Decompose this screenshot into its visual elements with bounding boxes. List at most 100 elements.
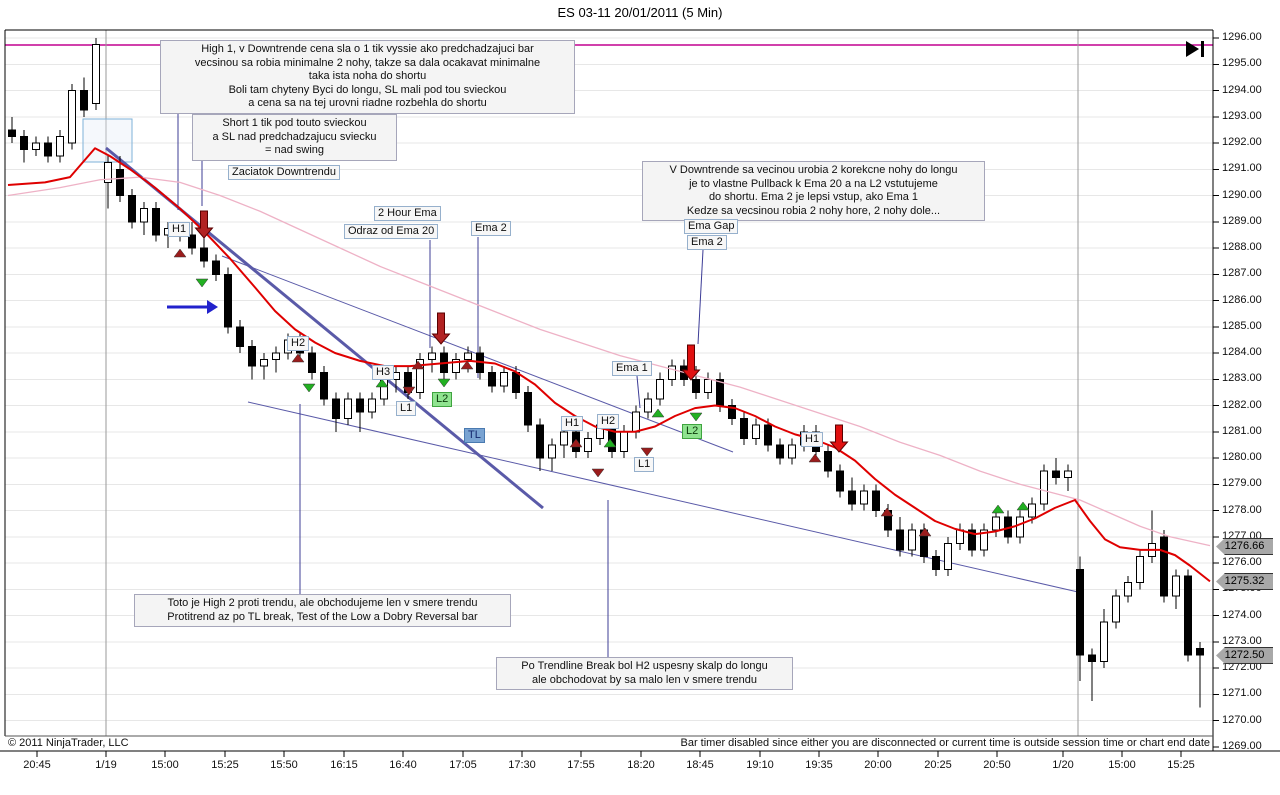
- time-axis-label: 19:10: [746, 759, 774, 771]
- down-triangle-marker[interactable]: [402, 386, 416, 396]
- time-axis-label: 15:25: [1167, 759, 1195, 771]
- tag-two-hour-ema[interactable]: 2 Hour Ema: [374, 206, 441, 221]
- up-triangle-marker[interactable]: [651, 408, 665, 418]
- up-triangle-marker[interactable]: [375, 378, 389, 388]
- up-triangle-marker[interactable]: [880, 507, 894, 517]
- blue-right-arrow-head[interactable]: [207, 300, 218, 314]
- tag-ema1[interactable]: Ema 1: [612, 361, 652, 376]
- price-axis-label: 1290.00: [1222, 188, 1262, 201]
- time-axis-label: 17:30: [508, 759, 536, 771]
- price-axis-label: 1295.00: [1222, 57, 1262, 70]
- price-tag-1272.50: 1272.50: [1216, 647, 1273, 664]
- callout-downtrend-legs[interactable]: V Downtrende sa vecinou urobia 2 korekcn…: [642, 161, 985, 222]
- tag-l1-b[interactable]: L1: [634, 457, 655, 472]
- down-triangle-marker[interactable]: [689, 412, 703, 422]
- price-axis-label: 1294.00: [1222, 83, 1262, 96]
- up-triangle-marker[interactable]: [808, 453, 822, 463]
- tag-tl[interactable]: TL: [464, 428, 485, 443]
- up-triangle-marker[interactable]: [460, 360, 474, 370]
- price-axis-label: 1281.00: [1222, 424, 1262, 437]
- price-axis-label: 1271.00: [1222, 687, 1262, 700]
- axis-ticks: [36, 37, 1219, 757]
- up-triangle-marker[interactable]: [603, 438, 617, 448]
- time-axis-label: 15:00: [1108, 759, 1136, 771]
- price-axis-label: 1287.00: [1222, 267, 1262, 280]
- time-axis-label: 15:25: [211, 759, 239, 771]
- down-arrow-marker[interactable]: [431, 312, 451, 345]
- time-axis-label: 18:20: [627, 759, 655, 771]
- tag-ema-gap[interactable]: Ema Gap: [684, 219, 739, 234]
- up-triangle-marker[interactable]: [411, 360, 425, 370]
- up-triangle-marker[interactable]: [1016, 501, 1030, 511]
- up-triangle-marker[interactable]: [173, 248, 187, 258]
- time-axis-label: 1/19: [95, 759, 117, 771]
- tag-zaciatok-downtrendu[interactable]: Zaciatok Downtrendu: [228, 165, 340, 180]
- down-triangle-marker[interactable]: [591, 468, 605, 478]
- price-axis-label: 1291.00: [1222, 162, 1262, 175]
- price-axis-label: 1278.00: [1222, 503, 1262, 516]
- callout-high1[interactable]: High 1, v Downtrende cena sla o 1 tik vy…: [160, 40, 575, 114]
- price-axis-label: 1282.00: [1222, 398, 1262, 411]
- price-axis-label: 1284.00: [1222, 346, 1262, 358]
- price-axis-label: 1292.00: [1222, 136, 1262, 148]
- tag-l2-b[interactable]: L2: [682, 424, 703, 439]
- down-arrow-marker[interactable]: [829, 424, 849, 453]
- chart-end-marker-icon: [1186, 41, 1199, 57]
- annotation-pointer-lines: [177, 112, 704, 657]
- time-axis-label: 17:55: [567, 759, 595, 771]
- time-axis-label: 20:45: [23, 759, 51, 771]
- price-axis-label: 1272.00: [1222, 661, 1262, 673]
- callout-tl-break[interactable]: Po Trendline Break bol H2 uspesny skalp …: [496, 657, 793, 691]
- down-triangle-marker[interactable]: [302, 383, 316, 393]
- callout-high2-countertrend[interactable]: Toto je High 2 proti trendu, ale obchodu…: [134, 594, 511, 628]
- price-axis-label: 1288.00: [1222, 241, 1262, 253]
- price-tag-1275.32: 1275.32: [1216, 573, 1273, 590]
- time-axis-label: 19:35: [805, 759, 833, 771]
- tag-h1-c[interactable]: H1: [801, 432, 824, 447]
- chart-end-marker-bar: [1201, 41, 1204, 57]
- time-axis-label: 20:00: [864, 759, 892, 771]
- tag-h1-b[interactable]: H1: [561, 416, 584, 431]
- tag-h1-a[interactable]: H1: [168, 222, 191, 237]
- callout-short-entry[interactable]: Short 1 tik pod touto svieckou a SL nad …: [192, 114, 397, 161]
- price-axis-label: 1283.00: [1222, 372, 1262, 385]
- tag-ema2-right[interactable]: Ema 2: [687, 235, 727, 250]
- price-axis-label: 1279.00: [1222, 477, 1262, 490]
- down-triangle-marker[interactable]: [640, 447, 654, 457]
- copyright-text: © 2011 NinjaTrader, LLC: [8, 737, 129, 749]
- sell-arrow-markers: [194, 210, 849, 453]
- price-axis-label: 1280.00: [1222, 451, 1262, 463]
- price-axis-label: 1276.00: [1222, 556, 1262, 568]
- price-axis-label: 1274.00: [1222, 608, 1262, 621]
- time-axis-label: 20:50: [983, 759, 1011, 771]
- tag-l2-a[interactable]: L2: [432, 392, 453, 407]
- tag-l1-a[interactable]: L1: [396, 401, 417, 416]
- time-axis-label: 18:45: [686, 759, 714, 771]
- down-triangle-marker[interactable]: [195, 278, 209, 288]
- tag-h3[interactable]: H3: [372, 365, 395, 380]
- triangle-markers: [173, 248, 1030, 537]
- chart-frame: [0, 29, 1280, 752]
- time-axis-label: 20:25: [924, 759, 952, 771]
- time-axis-label: 16:40: [389, 759, 417, 771]
- down-arrow-marker[interactable]: [194, 210, 214, 239]
- price-axis-label: 1269.00: [1222, 739, 1262, 752]
- tag-h2-a[interactable]: H2: [287, 336, 310, 351]
- up-triangle-marker[interactable]: [918, 527, 932, 537]
- tag-h2-b[interactable]: H2: [597, 414, 620, 429]
- time-axis-label: 17:05: [449, 759, 477, 771]
- price-axis-label: 1296.00: [1222, 31, 1262, 43]
- up-triangle-marker[interactable]: [991, 504, 1005, 514]
- down-arrow-marker[interactable]: [681, 344, 701, 381]
- bar-timer-message: Bar timer disabled since either you are …: [680, 737, 1211, 749]
- series-ema-20-5-min-: [7, 147, 1211, 583]
- down-triangle-marker[interactable]: [437, 378, 451, 388]
- up-triangle-marker[interactable]: [291, 353, 305, 363]
- time-axis-label: 15:00: [151, 759, 179, 771]
- time-axis-label: 15:50: [270, 759, 298, 771]
- tag-ema2-left[interactable]: Ema 2: [471, 221, 511, 236]
- up-triangle-marker[interactable]: [569, 438, 583, 448]
- chart-title: ES 03-11 20/01/2011 (5 Min): [557, 5, 723, 20]
- tag-odraz-od-ema20[interactable]: Odraz od Ema 20: [344, 224, 439, 239]
